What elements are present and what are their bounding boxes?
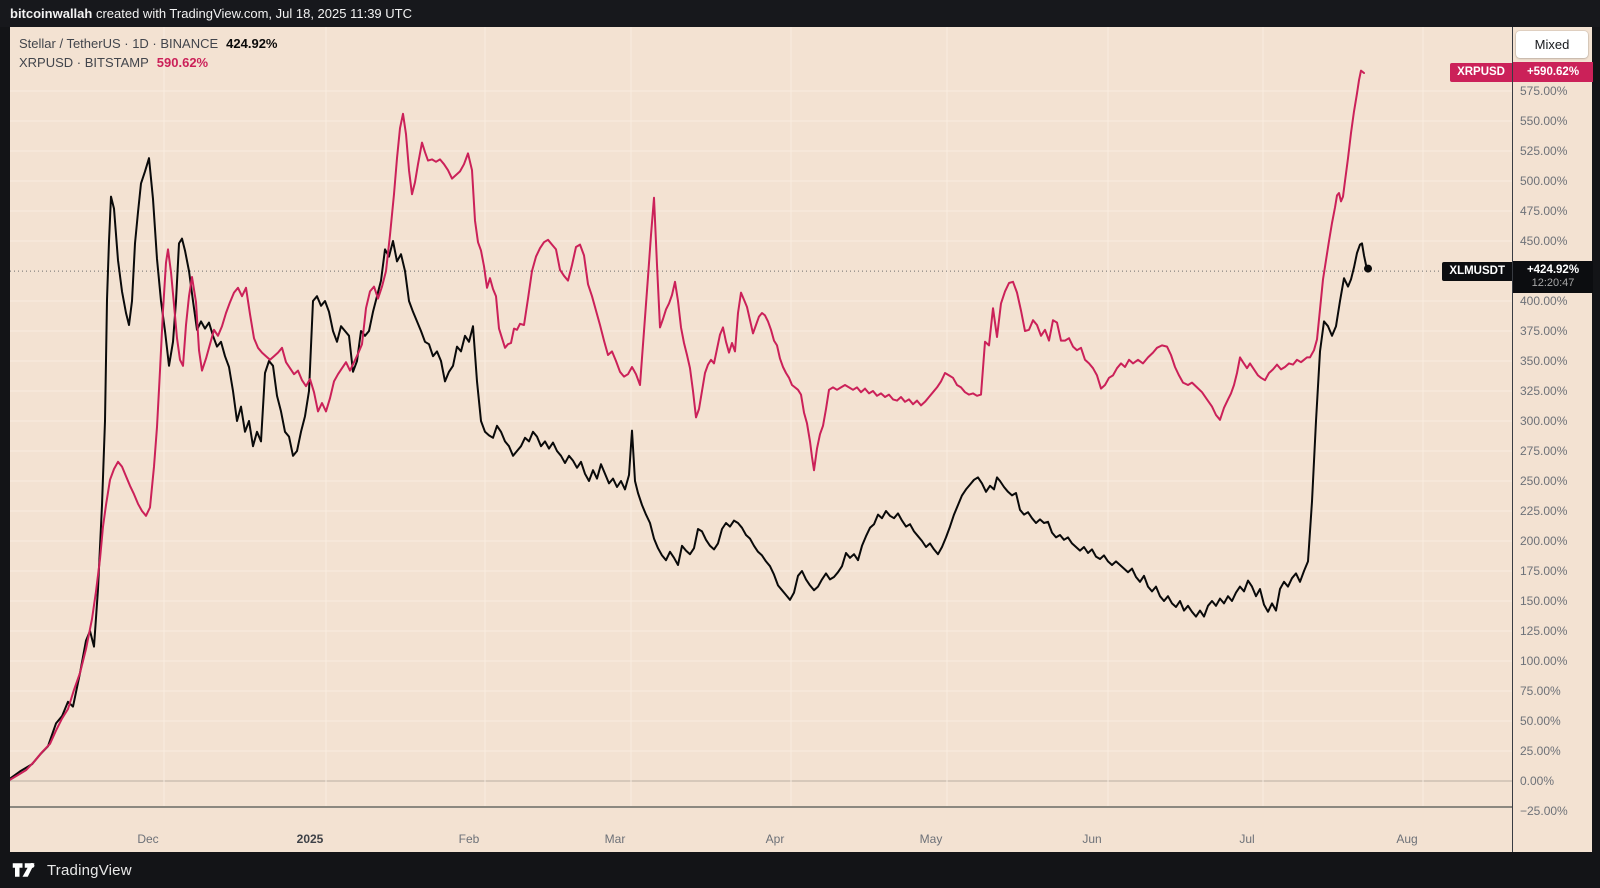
price-tick-label: 125.00% xyxy=(1520,624,1568,638)
xlm-price-value: +424.92% xyxy=(1526,264,1580,277)
left-frame xyxy=(0,27,10,852)
price-axis[interactable]: Mixed +590.62% +424.92% 12:20:47 575.00%… xyxy=(1512,27,1593,852)
price-tick-label: 200.00% xyxy=(1520,534,1568,548)
chart-plot-area[interactable]: Stellar / TetherUS · 1D · BINANCE 424.92%… xyxy=(10,27,1512,806)
time-tick-may: May xyxy=(919,832,943,846)
legend-symbol-xlm: Stellar / TetherUS · 1D · BINANCE xyxy=(19,36,219,51)
price-tick-label: 525.00% xyxy=(1520,144,1568,158)
price-tick-label: 450.00% xyxy=(1520,234,1568,248)
xrpusd-line[interactable] xyxy=(10,69,1365,781)
time-tick-feb: Feb xyxy=(458,832,480,846)
chart-legend: Stellar / TetherUS · 1D · BINANCE 424.92%… xyxy=(19,35,277,73)
time-tick-2025: 2025 xyxy=(296,832,324,846)
price-tick-label: 225.00% xyxy=(1520,504,1568,518)
price-tick-label: 350.00% xyxy=(1520,354,1568,368)
mixed-scale-button[interactable]: Mixed xyxy=(1516,31,1588,58)
xlmusdt-line[interactable] xyxy=(10,157,1369,780)
price-tick-label: 300.00% xyxy=(1520,414,1568,428)
time-tick-aug: Aug xyxy=(1396,832,1418,846)
price-tick-label: 0.00% xyxy=(1520,774,1555,788)
legend-value-xlm: 424.92% xyxy=(226,36,278,51)
xrp-price-label: +590.62% xyxy=(1513,62,1593,83)
tradingview-logo-icon[interactable] xyxy=(12,861,39,879)
chart-canvas[interactable] xyxy=(10,27,1512,806)
price-tick-label: 500.00% xyxy=(1520,174,1568,188)
price-tick-label: 250.00% xyxy=(1520,474,1568,488)
price-tick-label: 25.00% xyxy=(1520,744,1561,758)
time-tick-dec: Dec xyxy=(137,832,159,846)
price-tick-label: 75.00% xyxy=(1520,684,1561,698)
price-tick-label: 575.00% xyxy=(1520,84,1568,98)
price-tick-label: 325.00% xyxy=(1520,384,1568,398)
xlm-series-tag: XLMUSDT xyxy=(1442,262,1512,282)
price-tick-label: 400.00% xyxy=(1520,294,1568,308)
xrp-series-tag: XRPUSD xyxy=(1450,63,1512,83)
xlm-last-point-dot xyxy=(1364,264,1372,273)
price-tick-label: 150.00% xyxy=(1520,594,1568,608)
price-tick-label: 375.00% xyxy=(1520,324,1568,338)
xlm-countdown: 12:20:47 xyxy=(1531,277,1575,290)
time-tick-apr: Apr xyxy=(765,832,785,846)
price-tick-label: −25.00% xyxy=(1520,804,1568,818)
time-tick-jun: Jun xyxy=(1082,832,1102,846)
legend-symbol-xrp: XRPUSD · BITSTAMP xyxy=(19,55,149,70)
price-tick-label: 275.00% xyxy=(1520,444,1568,458)
attribution-text: created with TradingView.com, Jul 18, 20… xyxy=(92,6,412,21)
price-tick-label: 50.00% xyxy=(1520,714,1561,728)
price-tick-label: 550.00% xyxy=(1520,114,1568,128)
price-tick-label: 100.00% xyxy=(1520,654,1568,668)
legend-row-xlm[interactable]: Stellar / TetherUS · 1D · BINANCE 424.92% xyxy=(19,35,277,53)
legend-value-xrp: 590.62% xyxy=(156,55,209,70)
price-tick-label: 175.00% xyxy=(1520,564,1568,578)
footer-bar: TradingView xyxy=(0,852,1600,888)
right-frame xyxy=(1592,27,1600,852)
footer-brand-text[interactable]: TradingView xyxy=(47,861,132,879)
time-tick-jul: Jul xyxy=(1239,832,1255,846)
price-tick-label: 475.00% xyxy=(1520,204,1568,218)
attribution-author: bitcoinwallah xyxy=(10,6,93,21)
xlm-price-label: +424.92% 12:20:47 xyxy=(1513,261,1593,294)
legend-row-xrp[interactable]: XRPUSD · BITSTAMP 590.62% xyxy=(19,54,277,72)
time-tick-mar: Mar xyxy=(604,832,626,846)
time-axis[interactable]: Dec 2025 Feb Mar Apr May Jun Jul Aug xyxy=(10,806,1512,852)
attribution-bar: bitcoinwallah created with TradingView.c… xyxy=(0,0,1600,27)
